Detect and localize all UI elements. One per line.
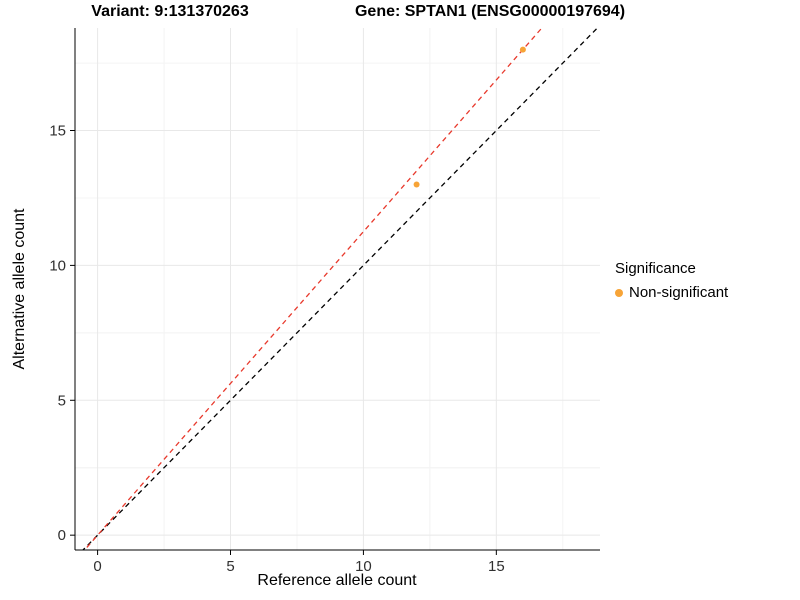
legend-entry: Non-significant	[615, 284, 728, 301]
x-axis-label: Reference allele count	[257, 572, 417, 589]
x-tick-label: 5	[226, 558, 234, 575]
y-axis-label: Alternative allele count	[11, 208, 28, 370]
gene-title: Gene: SPTAN1 (ENSG00000197694)	[354, 3, 626, 20]
x-tick-label: 15	[488, 558, 505, 575]
y-tick-label: 15	[49, 123, 66, 140]
y-tick-label: 0	[58, 527, 66, 544]
y-tick-label: 5	[58, 392, 66, 409]
legend-entry-label: Non-significant	[629, 284, 729, 301]
data-point	[413, 181, 420, 188]
fit-line	[83, 28, 543, 550]
x-tick-label: 10	[355, 558, 372, 575]
legend: Significance Non-significant	[615, 260, 728, 301]
y-tick-label: 10	[49, 257, 66, 274]
x-tick-label: 0	[93, 558, 101, 575]
legend-title: Significance	[615, 260, 696, 277]
data-point	[519, 46, 526, 53]
legend-entries: Non-significant	[615, 284, 728, 301]
identity-line	[82, 28, 599, 550]
legend-point-icon	[615, 288, 623, 297]
variant-title: Variant: 9:131370263	[91, 3, 249, 20]
